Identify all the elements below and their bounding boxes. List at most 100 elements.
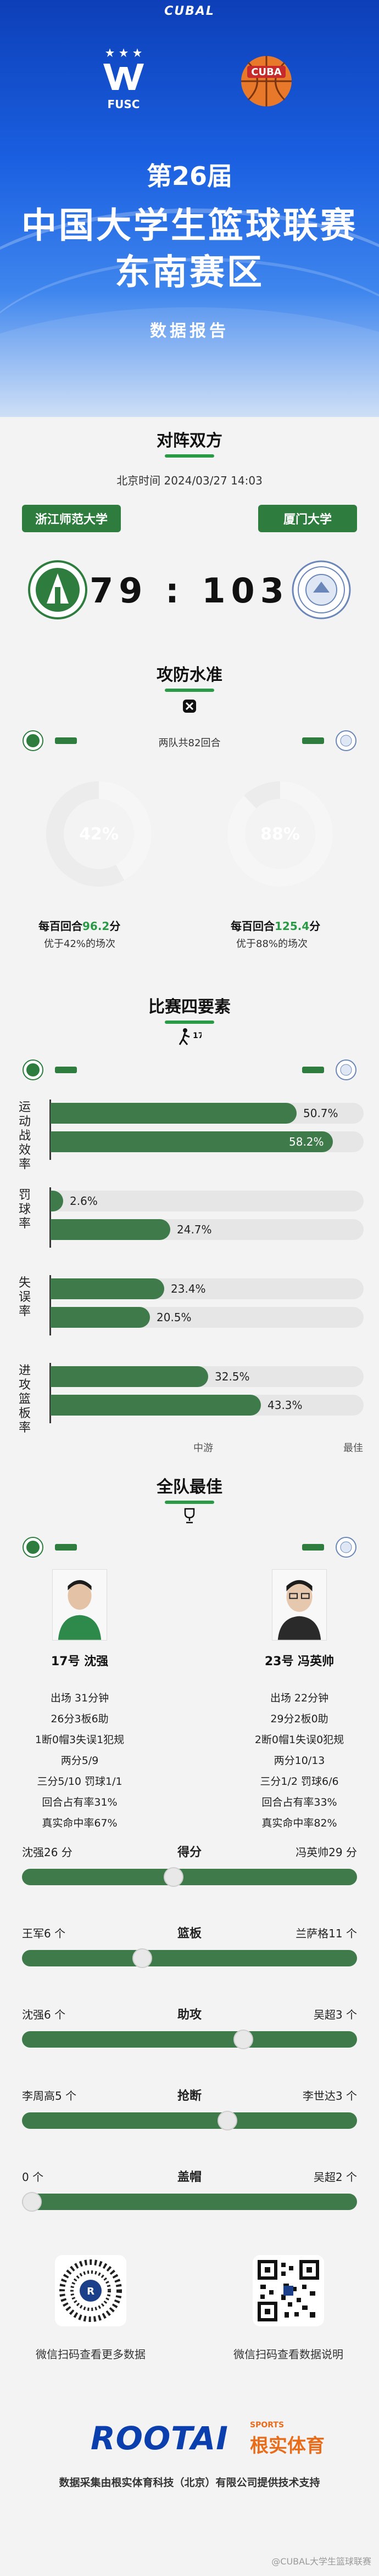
away-team-name: 厦门大学 <box>258 505 357 532</box>
possessions-text: 两队共82回合 <box>158 737 221 749</box>
away-factor-bar <box>51 1395 261 1416</box>
away-factor-value: 43.3% <box>267 1399 303 1412</box>
away-player-stat-line: 出场 22分钟 <box>270 1692 329 1704</box>
home-score: 79 <box>90 571 148 611</box>
fusc-logo-text: FUSC <box>107 98 140 111</box>
comparison-label: 助攻 <box>177 2008 202 2022</box>
away-color-bar <box>302 1544 324 1551</box>
match-time: 北京时间 2024/03/27 14:03 <box>116 474 263 487</box>
comparison-knob <box>164 1867 183 1887</box>
comparison-right-value: 李世达3 个 <box>302 2089 357 2102</box>
svg-text:R: R <box>87 2286 94 2297</box>
rootai-cn-label: 根实体育 <box>250 2435 325 2457</box>
comparison-left-value: 0 个 <box>22 2171 44 2184</box>
away-rating-ring: 88% <box>227 781 333 887</box>
home-color-bar <box>55 1544 77 1551</box>
away-color-bar <box>302 737 324 744</box>
score-separator: : <box>165 571 185 611</box>
home-factor-bar <box>51 1191 63 1211</box>
qr-right-caption: 微信扫码查看数据说明 <box>233 2348 343 2361</box>
comparison-label: 盖帽 <box>177 2171 202 2184</box>
fusc-emblem-icon <box>103 64 144 90</box>
comparison-right-value: 冯英帅29 分 <box>296 1846 357 1859</box>
comparison-left-value: 沈强6 个 <box>22 2008 66 2021</box>
comparison-left-value: 王军6 个 <box>22 1927 66 1940</box>
home-factor-bar <box>51 1278 164 1299</box>
support-text: 数据采集由根实体育科技（北京）有限公司提供技术支持 <box>59 2477 320 2489</box>
away-factor-bar <box>51 1219 170 1240</box>
report-subtitle: 数据报告 <box>150 322 229 341</box>
comparison-right-value: 吴超3 个 <box>313 2008 357 2021</box>
comparison-left-value: 李周高5 个 <box>22 2089 77 2102</box>
away-rating: 每百回合125.4分 <box>231 920 321 933</box>
league-title: 中国大学生篮球联赛 <box>21 206 358 246</box>
factor-label: 运动战效率 <box>18 1101 31 1171</box>
region-title: 东南赛区 <box>115 252 264 293</box>
home-player-stat-line: 1断0帽3失误1犯规 <box>35 1734 125 1746</box>
comparison-knob <box>132 1948 152 1968</box>
factor-axis-line <box>49 1100 51 1160</box>
away-mini-badge-icon <box>336 730 356 751</box>
comparison-knob <box>218 2111 237 2130</box>
home-color-bar <box>55 737 77 744</box>
crossed-swords-icon <box>183 700 196 713</box>
comparison-knob <box>233 2030 253 2049</box>
away-team-badge-icon <box>292 560 351 619</box>
home-factor-bar <box>51 1103 297 1124</box>
home-rating-ring: 42% <box>46 781 152 887</box>
comparison-label: 抢断 <box>177 2089 202 2103</box>
home-player-stat-line: 26分3板6助 <box>51 1713 109 1725</box>
stars-icon <box>105 48 142 57</box>
factor-label: 罚球率 <box>18 1188 31 1231</box>
factor-axis-line <box>49 1187 51 1248</box>
mini-program-qr-icon[interactable]: R <box>55 2255 126 2326</box>
comparison-label: 得分 <box>177 1846 202 1859</box>
comparison-track <box>22 1950 357 1966</box>
rootai-logo: ROOTAI <box>91 2420 228 2457</box>
comparison-track <box>22 1869 357 1885</box>
home-factor-value: 23.4% <box>171 1282 206 1295</box>
comparison-knob <box>22 2192 42 2212</box>
watermark: @CUBAL大学生篮球联赛 <box>271 2556 371 2567</box>
comparison-label: 篮板 <box>177 1927 202 1941</box>
comparison-left-value: 沈强26 分 <box>22 1846 73 1859</box>
away-mini-badge-icon <box>336 1537 356 1558</box>
factor-label: 进攻篮板率 <box>18 1364 31 1435</box>
home-factor-bar <box>51 1366 208 1387</box>
away-rating-note: 优于88%的场次 <box>236 938 308 950</box>
comparison-track <box>22 2194 357 2210</box>
home-factor-value: 50.7% <box>303 1107 338 1120</box>
home-color-bar <box>55 1067 77 1073</box>
away-player-stat-line: 三分1/2 罚球6/6 <box>260 1775 339 1788</box>
away-factor-bar <box>51 1131 333 1152</box>
home-factor-track <box>51 1191 364 1211</box>
home-team-name: 浙江师范大学 <box>22 505 121 532</box>
away-factor-value: 58.2% <box>289 1135 324 1148</box>
comparison-right-value: 兰萨格11 个 <box>296 1927 357 1940</box>
home-factor-value: 32.5% <box>215 1370 250 1383</box>
factor-axis-line <box>49 1363 51 1423</box>
offense-defense-heading: 攻防水准 <box>0 661 379 692</box>
away-player-photo <box>272 1569 327 1641</box>
trophy-icon <box>184 1508 195 1524</box>
home-player-stat-line: 出场 31分钟 <box>50 1692 109 1704</box>
rootai-sports-label: SPORTS <box>250 2421 285 2430</box>
away-factor-value: 24.7% <box>177 1223 212 1236</box>
final-score: 79 : 103 <box>0 571 379 611</box>
home-player-stat-line: 两分5/9 <box>60 1755 99 1767</box>
explanation-qr-icon[interactable] <box>253 2255 324 2326</box>
away-factor-bar <box>51 1307 150 1328</box>
home-mini-badge-icon <box>23 730 43 751</box>
dribble-player-icon: 17 <box>179 1028 202 1045</box>
hero-banner: CUBAL FUSC CUBA 第26届 中国大学生篮球联赛 东南赛区 <box>0 0 379 417</box>
cuba-logo: CUBA <box>236 49 297 110</box>
comparison-track <box>22 2031 357 2048</box>
home-player-stat-line: 三分5/10 罚球1/1 <box>37 1775 122 1788</box>
home-player-name: 17号 沈强 <box>51 1655 109 1669</box>
comparison-track <box>22 2112 357 2129</box>
qr-left-caption: 微信扫码查看更多数据 <box>36 2348 146 2361</box>
comparison-right-value: 吴超2 个 <box>313 2171 357 2184</box>
factor-label: 失误率 <box>18 1276 31 1318</box>
away-player-name: 23号 冯英帅 <box>264 1655 335 1669</box>
